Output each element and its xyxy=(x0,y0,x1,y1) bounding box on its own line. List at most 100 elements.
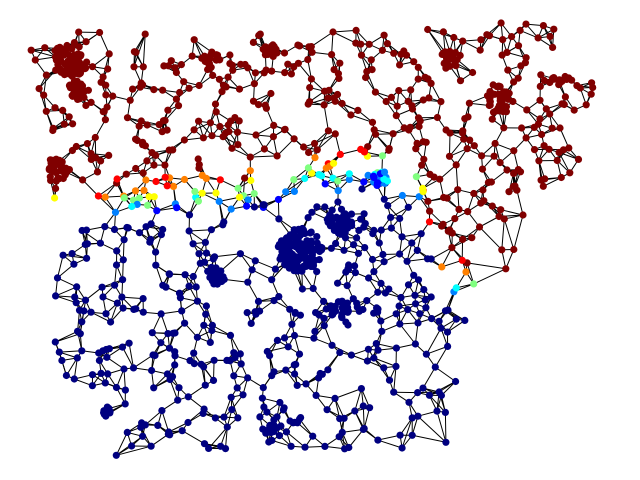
graph-edge xyxy=(466,262,475,285)
graph-node xyxy=(78,318,86,326)
graph-node xyxy=(433,407,441,415)
graph-node xyxy=(119,304,127,312)
graph-node xyxy=(251,257,259,265)
graph-node xyxy=(55,156,64,164)
graph-edge xyxy=(133,354,154,369)
graph-node xyxy=(414,276,423,284)
graph-node xyxy=(219,221,227,229)
graph-node xyxy=(295,245,303,253)
graph-node xyxy=(142,223,150,231)
graph-edge xyxy=(316,133,336,151)
graph-node xyxy=(129,364,138,372)
graph-edge xyxy=(181,430,205,445)
graph-node xyxy=(111,208,120,216)
graph-node xyxy=(226,51,234,59)
graph-edge xyxy=(63,254,87,259)
graph-node xyxy=(387,213,395,221)
graph-node xyxy=(54,175,62,183)
graph-node xyxy=(129,85,137,93)
graph-node xyxy=(42,71,51,79)
graph-node xyxy=(241,174,249,182)
graph-node xyxy=(335,74,343,82)
graph-node xyxy=(75,85,83,93)
graph-edge xyxy=(189,229,212,232)
graph-node xyxy=(212,56,220,64)
graph-node xyxy=(72,79,80,87)
graph-node xyxy=(459,37,467,45)
graph-node xyxy=(189,272,197,281)
graph-node xyxy=(412,300,420,308)
graph-node xyxy=(375,239,383,247)
graph-node xyxy=(262,427,270,435)
graph-node xyxy=(334,279,342,287)
graph-node xyxy=(444,342,452,350)
graph-node xyxy=(548,124,556,132)
graph-node xyxy=(309,432,317,440)
graph-node xyxy=(184,393,192,401)
graph-node xyxy=(88,382,96,390)
graph-edge xyxy=(426,345,448,355)
graph-edge xyxy=(133,33,146,67)
graph-node xyxy=(119,276,127,284)
graph-node xyxy=(478,152,486,160)
graph-node xyxy=(284,60,292,68)
graph-node xyxy=(407,86,415,94)
graph-node xyxy=(422,350,430,358)
graph-node xyxy=(330,94,338,102)
graph-node xyxy=(52,184,60,193)
graph-node xyxy=(69,120,77,128)
graph-node xyxy=(70,260,78,268)
graph-node xyxy=(334,198,342,206)
graph-node xyxy=(455,205,463,213)
graph-node xyxy=(53,274,62,282)
graph-node xyxy=(247,319,255,327)
graph-node xyxy=(216,122,224,131)
graph-node xyxy=(351,407,359,415)
graph-node xyxy=(198,189,206,197)
graph-node xyxy=(47,176,55,184)
graph-node xyxy=(363,357,371,365)
graph-node xyxy=(359,425,367,433)
graph-edge xyxy=(323,104,329,131)
graph-node xyxy=(366,404,374,412)
graph-edge xyxy=(55,295,77,304)
graph-node xyxy=(413,246,421,254)
graph-node xyxy=(75,28,83,36)
graph-node xyxy=(335,433,343,441)
graph-edge xyxy=(435,366,456,382)
graph-node xyxy=(381,289,389,297)
graph-node xyxy=(219,273,227,281)
graph-edge xyxy=(247,281,259,302)
graph-node xyxy=(370,354,378,362)
graph-node xyxy=(374,436,382,444)
graph-node xyxy=(309,284,317,293)
graph-node xyxy=(199,134,207,142)
graph-node xyxy=(251,308,259,316)
graph-node xyxy=(491,90,499,98)
graph-edge xyxy=(377,434,401,441)
graph-edge xyxy=(311,31,334,48)
graph-edge xyxy=(332,29,357,33)
graph-node xyxy=(246,153,254,161)
graph-node xyxy=(161,173,169,181)
graph-edge xyxy=(377,439,403,449)
graph-node xyxy=(157,310,165,318)
graph-node xyxy=(107,318,115,326)
graph-node xyxy=(180,78,188,86)
graph-node xyxy=(354,249,362,257)
graph-node xyxy=(445,152,454,160)
graph-node xyxy=(331,130,339,138)
graph-node xyxy=(288,250,296,258)
graph-node xyxy=(379,250,387,259)
graph-node xyxy=(418,161,426,169)
graph-node xyxy=(336,150,344,158)
graph-node xyxy=(516,168,525,176)
graph-edge xyxy=(38,69,57,89)
graph-node xyxy=(193,333,201,341)
graph-node xyxy=(261,101,269,109)
graph-node xyxy=(428,315,436,323)
graph-node xyxy=(87,308,95,316)
graph-node xyxy=(150,161,158,169)
graph-node xyxy=(523,106,531,114)
graph-node xyxy=(537,176,545,184)
